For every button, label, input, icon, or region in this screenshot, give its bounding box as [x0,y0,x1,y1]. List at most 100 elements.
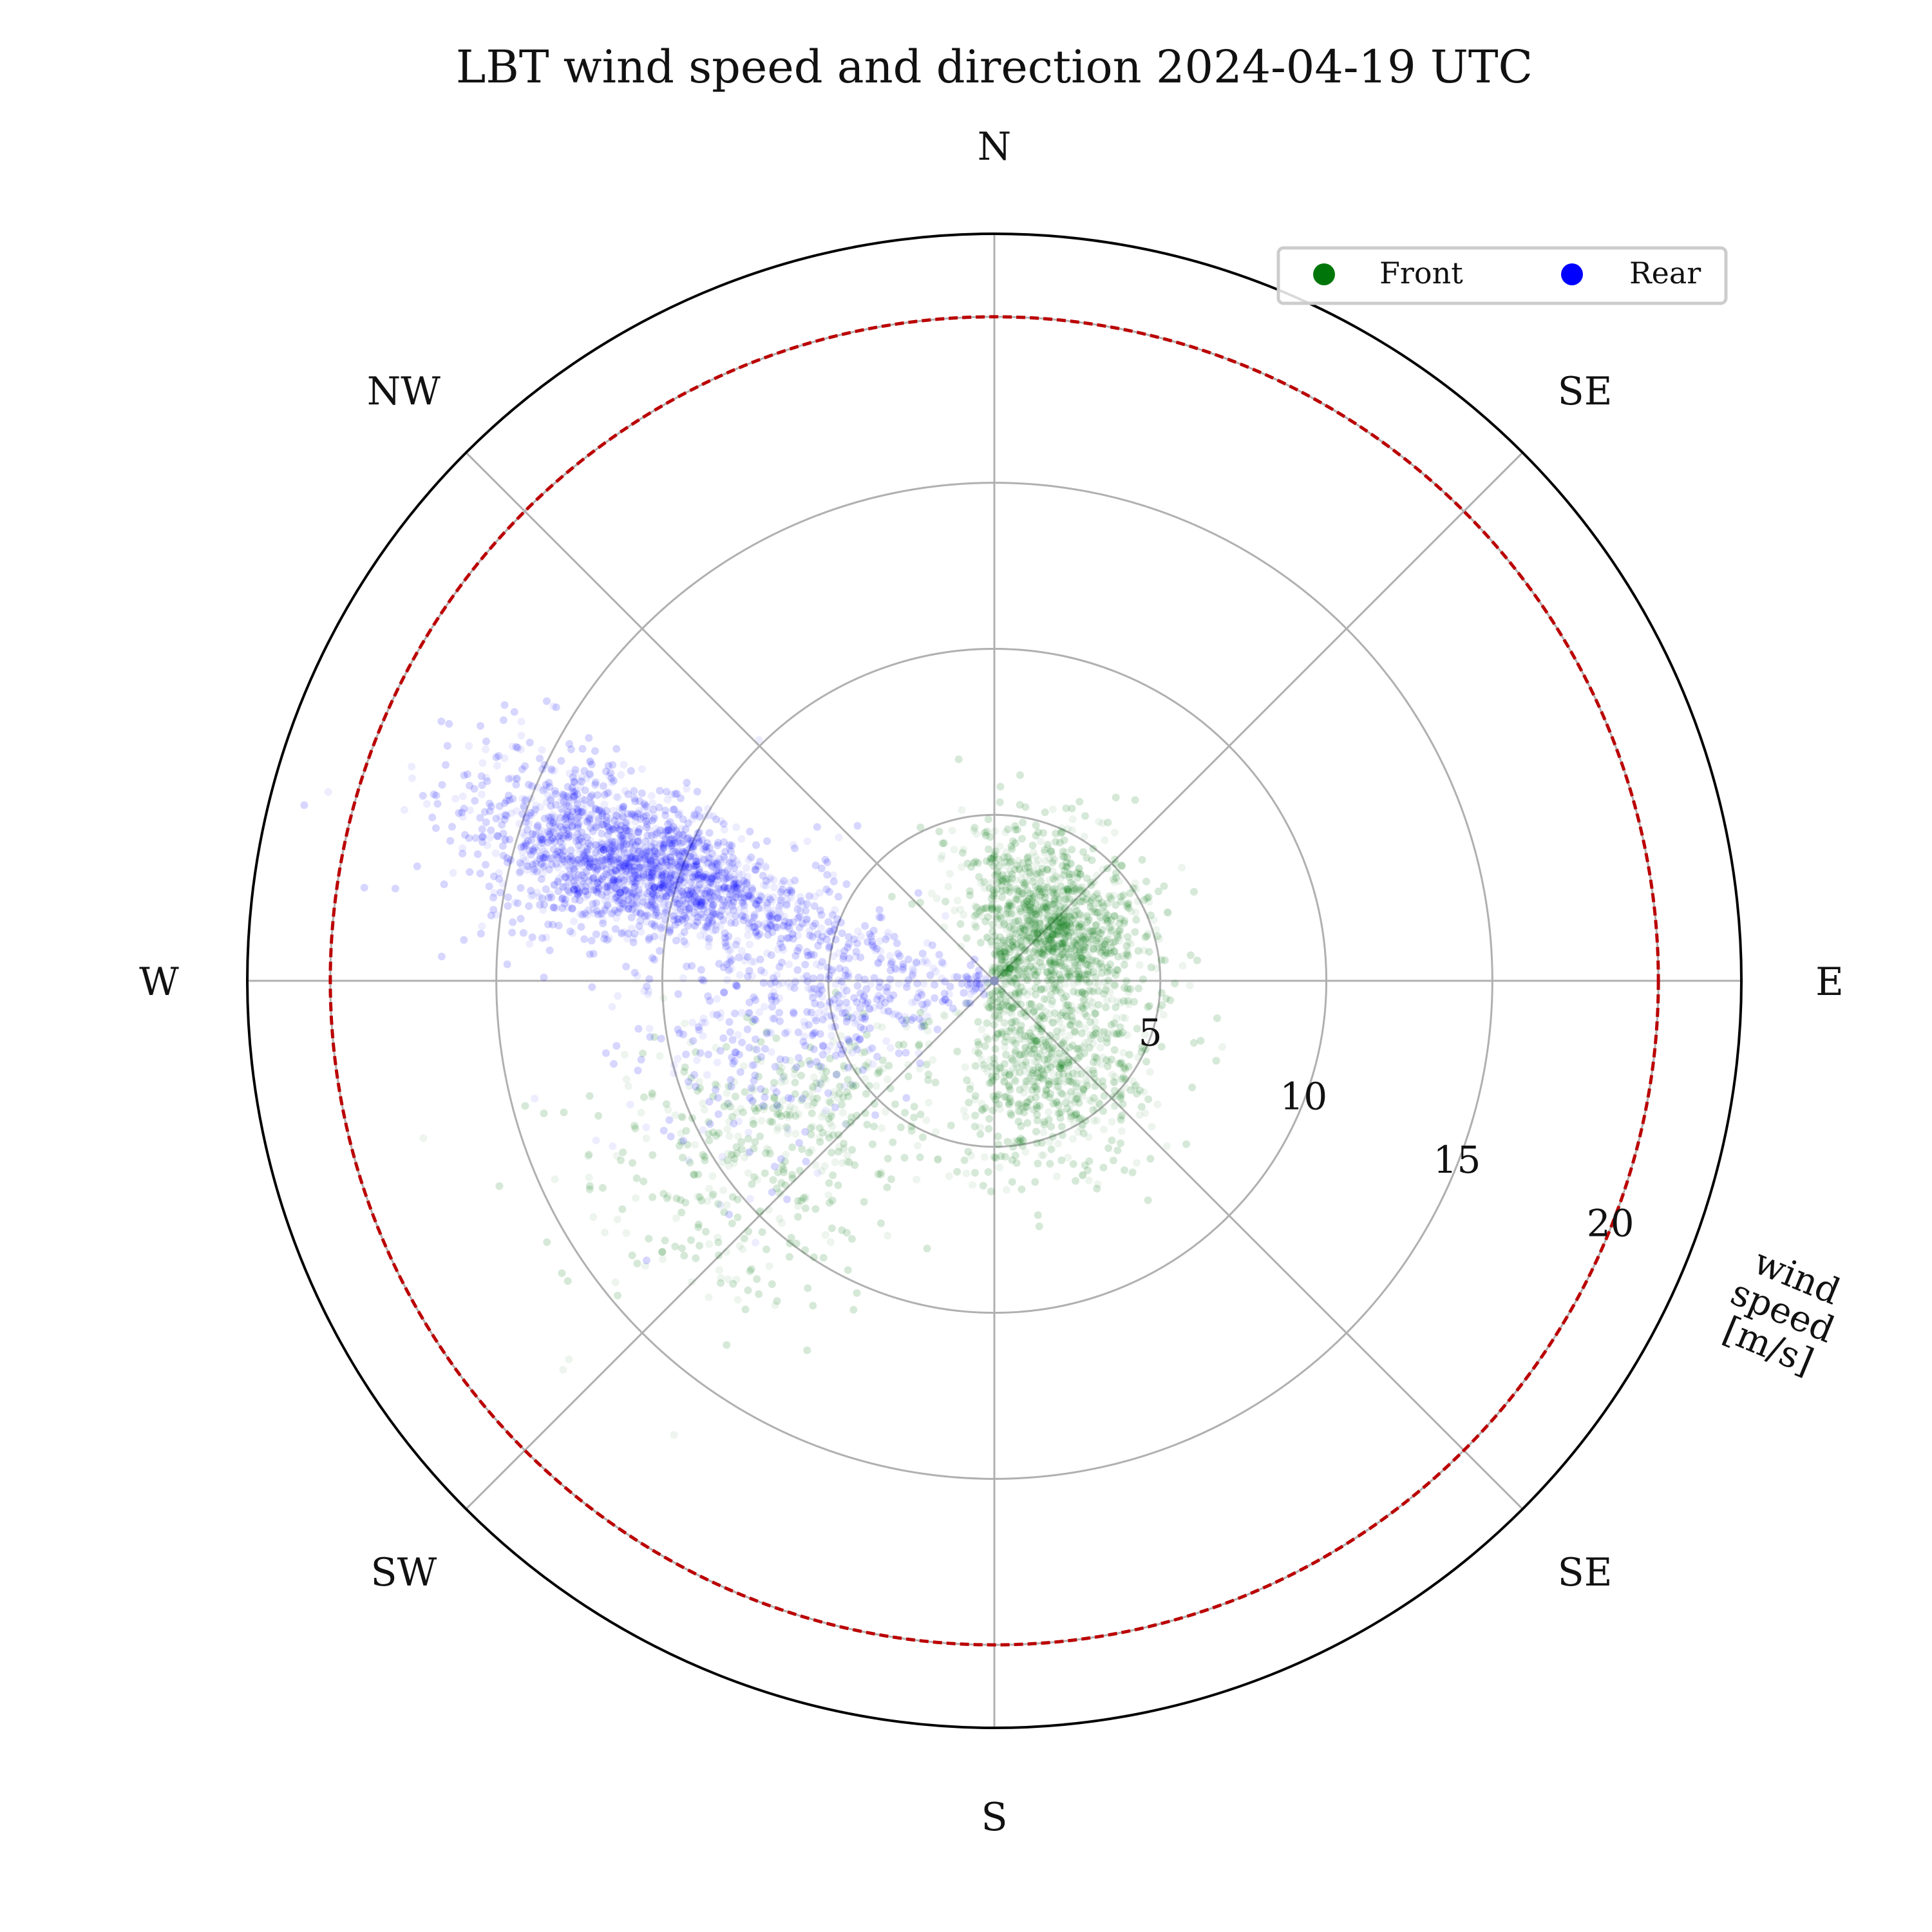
wind-point [697,965,705,974]
wind-point [815,1133,824,1142]
wind-point [1001,1078,1009,1086]
wind-point [995,1014,1003,1022]
wind-point [1075,886,1084,894]
wind-point [1050,931,1058,939]
wind-point [991,987,999,996]
wind-point [448,822,456,831]
wind-point [1118,952,1126,960]
wind-point [1032,907,1040,915]
wind-point [1086,996,1094,1005]
wind-point [1016,957,1023,965]
wind-point [913,959,921,967]
wind-point [542,933,551,942]
wind-point [747,1084,755,1092]
wind-point [1020,898,1028,907]
wind-point [1054,1139,1063,1148]
wind-point [709,1092,717,1101]
wind-point [827,927,835,936]
wind-point [600,800,609,809]
wind-point [1066,920,1074,929]
wind-point [1021,1103,1029,1111]
wind-point [1164,909,1172,916]
wind-point [1020,1050,1028,1059]
wind-point [1009,1038,1018,1046]
wind-point [1083,971,1091,979]
wind-point [1036,1050,1044,1058]
wind-point [601,1228,609,1236]
grid-spoke-5 [465,980,996,1510]
wind-point [1017,1135,1025,1142]
wind-point [954,755,963,763]
wind-point [1139,975,1147,983]
wind-point [1032,1005,1040,1013]
wind-point [1031,1083,1039,1091]
wind-point [663,876,672,884]
wind-point [1123,1031,1132,1039]
wind-point [1029,1066,1037,1074]
wind-point [988,1002,996,1010]
wind-point [1018,835,1026,843]
wind-point [756,857,764,866]
wind-point [710,857,719,866]
wind-point [1131,796,1139,804]
wind-point [838,1108,847,1117]
wind-point [1032,883,1040,891]
wind-point [616,889,624,896]
wind-point [1052,976,1061,984]
wind-point [1044,1055,1052,1063]
wind-point [967,863,976,871]
wind-point [992,969,1000,978]
wind-point [950,846,958,854]
wind-point [988,905,996,914]
wind-point [770,1162,779,1171]
wind-point [978,905,986,913]
wind-point [992,1067,1000,1075]
wind-point [1063,968,1072,976]
wind-point [638,789,646,797]
wind-point [1036,1074,1044,1082]
wind-point [563,792,571,800]
wind-point [1088,927,1096,936]
wind-point [1193,956,1201,965]
wind-point [1050,913,1059,921]
wind-point [558,790,567,799]
wind-point [1063,973,1071,981]
wind-point [833,1070,841,1079]
wind-point [1099,1054,1107,1062]
wind-point [1040,1092,1048,1100]
wind-point [623,849,632,857]
wind-point [1063,921,1071,929]
wind-point [633,1260,641,1267]
wind-point [785,1106,793,1115]
wind-point [1000,853,1009,862]
wind-point [1080,945,1088,954]
wind-point [681,1019,689,1028]
wind-point [1001,980,1009,988]
wind-point [1037,954,1046,963]
wind-point [827,1112,835,1121]
wind-point [1064,886,1072,894]
wind-point [902,1023,911,1030]
wind-point [722,1248,730,1256]
wind-point [1059,1064,1068,1072]
wind-point [734,1031,742,1039]
wind-point [999,918,1007,926]
wind-point [1016,942,1025,950]
wind-point [694,1223,703,1231]
wind-point [622,1075,630,1083]
wind-point [1044,914,1052,923]
direction-label-se: SE [1558,369,1613,414]
wind-point [1043,1052,1051,1060]
wind-point [887,893,896,901]
wind-point [1065,907,1074,915]
wind-point [988,1073,996,1081]
wind-point [1093,909,1101,917]
wind-point [1004,969,1012,977]
wind-point [1046,936,1055,945]
wind-point [1005,945,1013,953]
wind-point [1129,1077,1137,1085]
wind-point [755,930,764,938]
wind-point [585,839,593,848]
wind-point [1060,1052,1068,1060]
wind-point [1051,898,1059,906]
